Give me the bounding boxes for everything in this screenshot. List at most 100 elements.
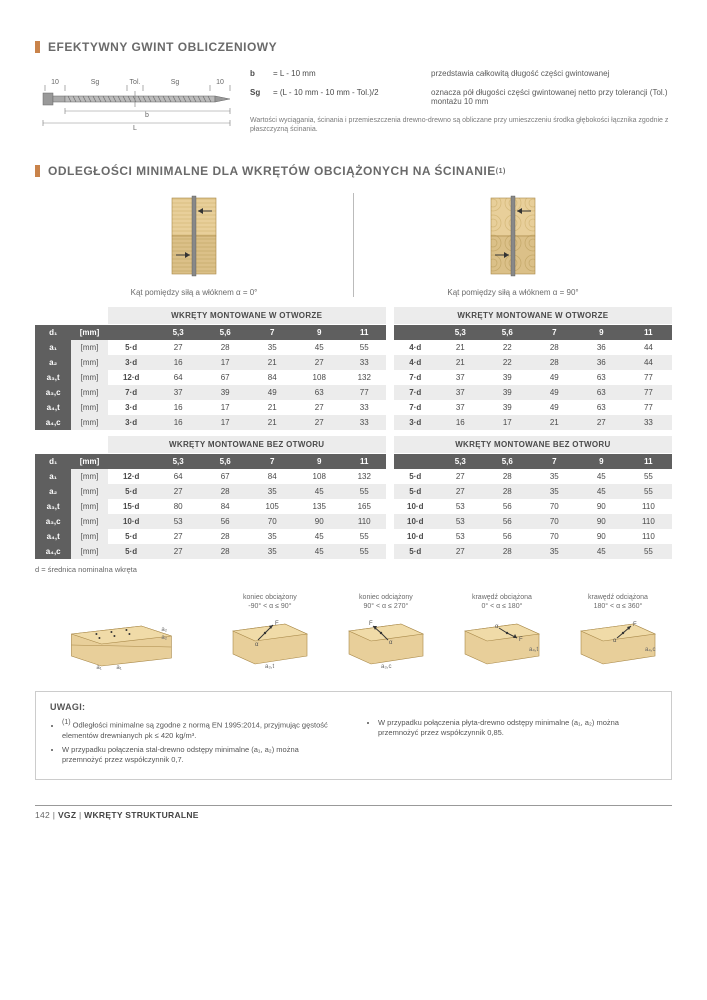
table-cell: 17 — [484, 415, 531, 430]
table-cell: 27 — [296, 355, 343, 370]
table-cell: 28 — [202, 544, 249, 559]
row-formula: 5·d — [390, 484, 437, 499]
table-cell: 90 — [578, 499, 625, 514]
table-cell: 56 — [484, 529, 531, 544]
caption-alpha-0: Kąt pomiędzy siłą a włóknem α = 0° — [75, 288, 313, 297]
svg-text:b: b — [145, 112, 149, 119]
block-spacing-icon: a₂ a₂ a₁ a₁ — [35, 616, 208, 671]
table-cell: 63 — [578, 400, 625, 415]
col-header: 7 — [531, 325, 578, 341]
svg-text:a₂: a₂ — [161, 627, 167, 633]
svg-text:L: L — [133, 125, 137, 132]
formula-sg-desc: oznacza pół długości części gwintowanej … — [431, 88, 672, 106]
row-label: a₃,c — [35, 385, 71, 400]
col-header: 7 — [249, 454, 296, 470]
col-header: 5,3 — [437, 454, 484, 470]
table-cell: 35 — [531, 544, 578, 559]
table-cell: 90 — [296, 514, 343, 529]
svg-text:F: F — [369, 621, 373, 627]
svg-text:a₁: a₁ — [96, 665, 101, 671]
table-footnote: d = średnica nominalna wkręta — [35, 565, 672, 574]
table-cell: 36 — [578, 355, 625, 370]
row-unit: [mm] — [71, 499, 107, 514]
table-cell: 45 — [296, 340, 343, 355]
table-cell: 49 — [531, 385, 578, 400]
row-formula: 10·d — [390, 529, 437, 544]
svg-text:F: F — [275, 621, 279, 627]
table-cell: 110 — [343, 514, 390, 529]
block-a3t: koniec obciążony-90° < α ≤ 90° F α a₃,t — [216, 594, 324, 673]
footer-title: WKRĘTY STRUKTURALNE — [84, 810, 199, 820]
svg-text:α: α — [255, 642, 259, 648]
table-cell: 45 — [578, 544, 625, 559]
row-formula: 12·d — [108, 469, 155, 484]
table-cell: 28 — [202, 484, 249, 499]
notes-left-col: (1) Odległości minimalne są zgodne z nor… — [50, 718, 341, 769]
row-formula: 3·d — [108, 355, 155, 370]
table-cell: 16 — [155, 415, 202, 430]
row-label: a₄,c — [35, 544, 71, 559]
table-cell: 108 — [296, 469, 343, 484]
section2-title: ODLEGŁOŚCI MINIMALNE DLA WKRĘTÓW OBCIĄŻO… — [35, 164, 672, 178]
table-cell: 63 — [578, 385, 625, 400]
table-cell: 56 — [484, 514, 531, 529]
formula-b-equation: = L - 10 mm — [273, 69, 423, 78]
table-cell: 27 — [437, 544, 484, 559]
table-cell: 27 — [155, 484, 202, 499]
svg-text:α: α — [613, 638, 617, 644]
table-cell: 27 — [437, 484, 484, 499]
row-label: a₃,t — [35, 370, 71, 385]
row-label: a₄,t — [35, 529, 71, 544]
col-header: 11 — [625, 454, 672, 470]
page-footer: 142 | VGZ | WKRĘTY STRUKTURALNE — [35, 805, 672, 820]
row-formula: 7·d — [390, 370, 437, 385]
table-cell: 49 — [249, 385, 296, 400]
formula-sg-equation: = (L - 10 mm - 10 mm - Tol.)/2 — [273, 88, 423, 106]
row-unit: [mm] — [71, 370, 107, 385]
block-spacing-caption — [35, 594, 208, 612]
table-cell: 49 — [531, 400, 578, 415]
footer-page: 142 — [35, 810, 50, 820]
block-a4t: krawędź obciążona0° < α ≤ 180° F α a₄,t — [448, 594, 556, 673]
table-cell: 53 — [437, 529, 484, 544]
row-formula: 10·d — [108, 514, 155, 529]
svg-text:a₄,c: a₄,c — [645, 647, 655, 653]
row-label: a₄,c — [35, 415, 71, 430]
table-cell: 21 — [249, 415, 296, 430]
table-band-title: WKRĘTY MONTOWANE BEZ OTWORU — [108, 436, 390, 454]
table-cell: 70 — [531, 499, 578, 514]
table-cell: 45 — [296, 484, 343, 499]
table-cell: 39 — [484, 385, 531, 400]
svg-text:10: 10 — [51, 79, 59, 86]
formula-sg: Sg = (L - 10 mm - 10 mm - Tol.)/2 oznacz… — [250, 88, 672, 106]
col-header: 9 — [578, 325, 625, 341]
table-cell: 67 — [202, 370, 249, 385]
table-cell: 67 — [202, 469, 249, 484]
table-cell: 28 — [531, 340, 578, 355]
row-formula: 10·d — [390, 514, 437, 529]
block-a3t-icon: F α a₃,t — [216, 616, 324, 671]
diagram-alpha-90: Kąt pomiędzy siłą a włóknem α = 90° — [354, 193, 672, 297]
table-cell: 21 — [249, 355, 296, 370]
table-cell: 44 — [625, 355, 672, 370]
accent-bar-icon — [35, 41, 40, 53]
section1-footnote: Wartości wyciągania, ścinania i przemies… — [250, 116, 672, 134]
table-cell: 84 — [249, 370, 296, 385]
table-cell: 16 — [155, 355, 202, 370]
svg-text:F: F — [519, 637, 523, 643]
col-header: 5,6 — [484, 325, 531, 341]
table-cell: 56 — [484, 499, 531, 514]
distance-diagrams: Kąt pomiędzy siłą a włóknem α = 0° — [35, 193, 672, 297]
row-label: a₃,t — [35, 499, 71, 514]
table-cell: 63 — [296, 385, 343, 400]
table-cell: 44 — [625, 340, 672, 355]
table-cell: 90 — [578, 514, 625, 529]
row-formula: 4·d — [390, 355, 437, 370]
section2-title-text: ODLEGŁOŚCI MINIMALNE DLA WKRĘTÓW OBCIĄŻO… — [48, 164, 496, 178]
table-cell: 36 — [578, 340, 625, 355]
row-label: a₃,c — [35, 514, 71, 529]
wood-block-90-icon — [483, 193, 543, 278]
col-header: 11 — [625, 325, 672, 341]
table-cell: 90 — [578, 529, 625, 544]
table-cell: 33 — [343, 415, 390, 430]
